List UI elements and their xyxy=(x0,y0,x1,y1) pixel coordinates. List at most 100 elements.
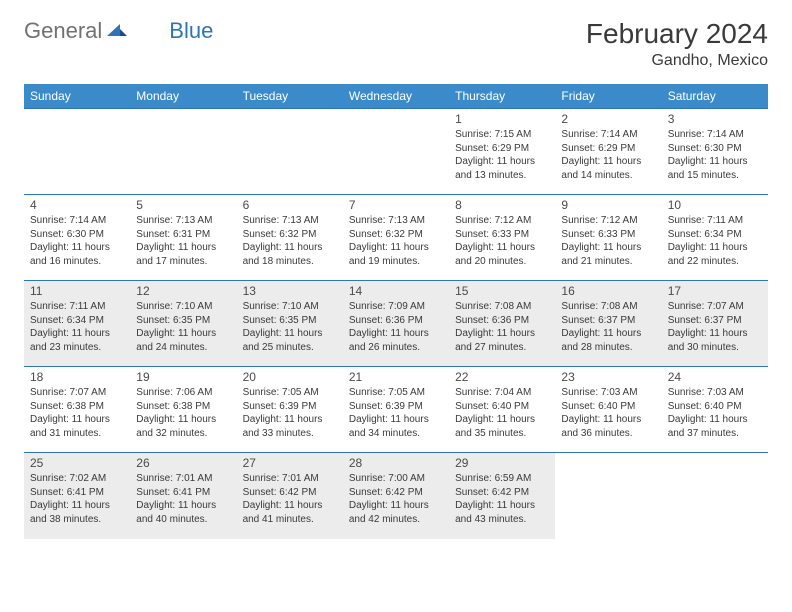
sunset-text: Sunset: 6:41 PM xyxy=(30,486,124,500)
sunset-text: Sunset: 6:39 PM xyxy=(349,400,443,414)
day-cell: 14Sunrise: 7:09 AMSunset: 6:36 PMDayligh… xyxy=(343,281,449,367)
daylight-text: Daylight: 11 hours xyxy=(30,499,124,513)
sunrise-text: Sunrise: 7:13 AM xyxy=(243,214,337,228)
sunset-text: Sunset: 6:35 PM xyxy=(243,314,337,328)
daylight-text: and 24 minutes. xyxy=(136,341,230,355)
sunrise-text: Sunrise: 7:12 AM xyxy=(455,214,549,228)
sunset-text: Sunset: 6:37 PM xyxy=(561,314,655,328)
day-number: 3 xyxy=(668,112,762,126)
sunset-text: Sunset: 6:39 PM xyxy=(243,400,337,414)
daylight-text: Daylight: 11 hours xyxy=(668,327,762,341)
day-cell: 26Sunrise: 7:01 AMSunset: 6:41 PMDayligh… xyxy=(130,453,236,539)
sunset-text: Sunset: 6:34 PM xyxy=(30,314,124,328)
day-number: 8 xyxy=(455,198,549,212)
day-number: 12 xyxy=(136,284,230,298)
daylight-text: Daylight: 11 hours xyxy=(243,327,337,341)
sunset-text: Sunset: 6:38 PM xyxy=(30,400,124,414)
day-cell: 4Sunrise: 7:14 AMSunset: 6:30 PMDaylight… xyxy=(24,195,130,281)
daylight-text: Daylight: 11 hours xyxy=(136,241,230,255)
day-cell: 6Sunrise: 7:13 AMSunset: 6:32 PMDaylight… xyxy=(237,195,343,281)
week-row: 4Sunrise: 7:14 AMSunset: 6:30 PMDaylight… xyxy=(24,195,768,281)
sunrise-text: Sunrise: 7:12 AM xyxy=(561,214,655,228)
daylight-text: Daylight: 11 hours xyxy=(561,241,655,255)
daylight-text: Daylight: 11 hours xyxy=(668,241,762,255)
day-number: 14 xyxy=(349,284,443,298)
day-cell xyxy=(343,109,449,195)
sunset-text: Sunset: 6:40 PM xyxy=(455,400,549,414)
day-cell xyxy=(555,453,661,539)
calendar-table: Sunday Monday Tuesday Wednesday Thursday… xyxy=(24,84,768,539)
daylight-text: and 22 minutes. xyxy=(668,255,762,269)
page-title: February 2024 xyxy=(586,18,768,50)
sunset-text: Sunset: 6:36 PM xyxy=(455,314,549,328)
sunrise-text: Sunrise: 7:02 AM xyxy=(30,472,124,486)
daylight-text: Daylight: 11 hours xyxy=(243,499,337,513)
daylight-text: and 32 minutes. xyxy=(136,427,230,441)
day-number: 1 xyxy=(455,112,549,126)
daylight-text: and 26 minutes. xyxy=(349,341,443,355)
day-cell: 13Sunrise: 7:10 AMSunset: 6:35 PMDayligh… xyxy=(237,281,343,367)
sunrise-text: Sunrise: 7:13 AM xyxy=(136,214,230,228)
daylight-text: Daylight: 11 hours xyxy=(243,413,337,427)
daylight-text: and 18 minutes. xyxy=(243,255,337,269)
daylight-text: and 20 minutes. xyxy=(455,255,549,269)
day-cell: 21Sunrise: 7:05 AMSunset: 6:39 PMDayligh… xyxy=(343,367,449,453)
day-number: 18 xyxy=(30,370,124,384)
daylight-text: Daylight: 11 hours xyxy=(136,499,230,513)
daylight-text: Daylight: 11 hours xyxy=(30,413,124,427)
day-cell: 27Sunrise: 7:01 AMSunset: 6:42 PMDayligh… xyxy=(237,453,343,539)
day-cell: 1Sunrise: 7:15 AMSunset: 6:29 PMDaylight… xyxy=(449,109,555,195)
day-cell: 18 Sunrise: 7:07 AMSunset: 6:38 PMDayligh… xyxy=(24,367,130,453)
daylight-text: Daylight: 11 hours xyxy=(455,327,549,341)
day-number: 2 xyxy=(561,112,655,126)
logo: General Blue xyxy=(24,18,213,44)
sunrise-text: Sunrise: 7:07 AM xyxy=(30,386,124,400)
sunset-text: Sunset: 6:32 PM xyxy=(243,228,337,242)
day-number: 23 xyxy=(561,370,655,384)
sunset-text: Sunset: 6:31 PM xyxy=(136,228,230,242)
daylight-text: Daylight: 11 hours xyxy=(455,413,549,427)
logo-text-general: General xyxy=(24,18,102,44)
day-cell: 10Sunrise: 7:11 AMSunset: 6:34 PMDayligh… xyxy=(662,195,768,281)
dow-sunday: Sunday xyxy=(24,84,130,109)
sunrise-text: Sunrise: 7:14 AM xyxy=(668,128,762,142)
logo-triangle-icon xyxy=(107,23,127,42)
day-cell: 15 Sunrise: 7:08 AMSunset: 6:36 PMDayligh… xyxy=(449,281,555,367)
sunset-text: Sunset: 6:38 PM xyxy=(136,400,230,414)
daylight-text: and 28 minutes. xyxy=(561,341,655,355)
logo-text-blue: Blue xyxy=(169,18,213,44)
daylight-text: and 41 minutes. xyxy=(243,513,337,527)
daylight-text: and 16 minutes. xyxy=(30,255,124,269)
sunset-text: Sunset: 6:30 PM xyxy=(668,142,762,156)
day-cell: 2Sunrise: 7:14 AMSunset: 6:29 PMDaylight… xyxy=(555,109,661,195)
daylight-text: Daylight: 11 hours xyxy=(349,327,443,341)
day-number: 19 xyxy=(136,370,230,384)
sunset-text: Sunset: 6:41 PM xyxy=(136,486,230,500)
daylight-text: and 43 minutes. xyxy=(455,513,549,527)
day-number: 15 xyxy=(455,284,549,298)
day-number: 22 xyxy=(455,370,549,384)
day-cell: 9Sunrise: 7:12 AMSunset: 6:33 PMDaylight… xyxy=(555,195,661,281)
day-number: 21 xyxy=(349,370,443,384)
dow-tuesday: Tuesday xyxy=(237,84,343,109)
sunset-text: Sunset: 6:40 PM xyxy=(668,400,762,414)
daylight-text: Daylight: 11 hours xyxy=(561,155,655,169)
daylight-text: and 38 minutes. xyxy=(30,513,124,527)
day-of-week-row: Sunday Monday Tuesday Wednesday Thursday… xyxy=(24,84,768,109)
daylight-text: Daylight: 11 hours xyxy=(561,413,655,427)
week-row: 25Sunrise: 7:02 AMSunset: 6:41 PMDayligh… xyxy=(24,453,768,539)
daylight-text: Daylight: 11 hours xyxy=(30,241,124,255)
day-number: 13 xyxy=(243,284,337,298)
day-cell: 23Sunrise: 7:03 AMSunset: 6:40 PMDayligh… xyxy=(555,367,661,453)
sunset-text: Sunset: 6:42 PM xyxy=(349,486,443,500)
header: General Blue February 2024 Gandho, Mexic… xyxy=(24,18,768,70)
sunset-text: Sunset: 6:32 PM xyxy=(349,228,443,242)
sunrise-text: Sunrise: 7:08 AM xyxy=(455,300,549,314)
daylight-text: Daylight: 11 hours xyxy=(243,241,337,255)
daylight-text: Daylight: 11 hours xyxy=(136,327,230,341)
daylight-text: and 23 minutes. xyxy=(30,341,124,355)
day-cell xyxy=(662,453,768,539)
sunrise-text: Sunrise: 7:05 AM xyxy=(243,386,337,400)
sunrise-text: Sunrise: 7:14 AM xyxy=(30,214,124,228)
day-number: 11 xyxy=(30,284,124,298)
